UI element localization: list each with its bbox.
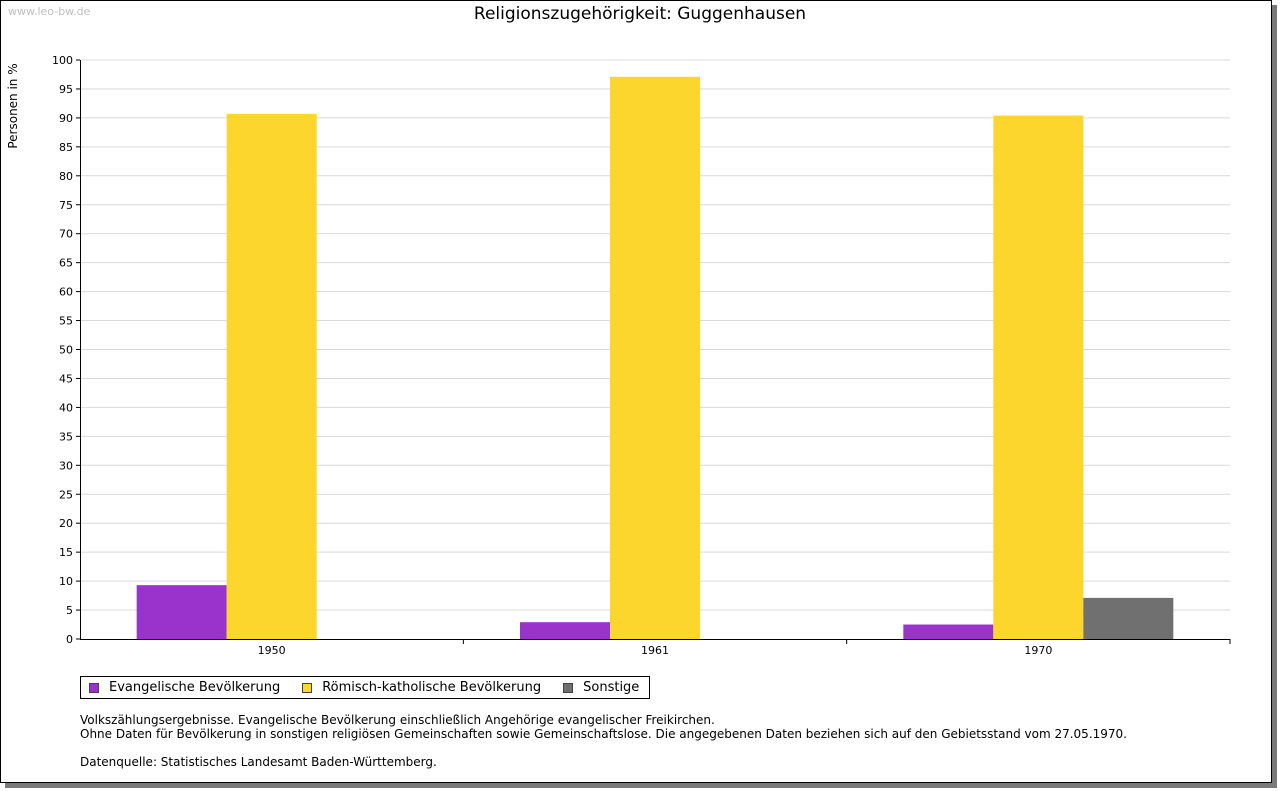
x-tick-label: 1950 <box>258 644 286 657</box>
y-tick-label: 100 <box>52 54 73 67</box>
bar-1970-1 <box>903 624 994 639</box>
y-tick-label: 0 <box>66 633 73 646</box>
y-tick-label: 10 <box>59 575 73 588</box>
axes <box>76 59 1231 644</box>
y-tick-label: 45 <box>59 372 73 385</box>
bar-1970-3 <box>1083 597 1174 639</box>
legend-item: Sonstige <box>563 680 639 695</box>
y-tick-label: 75 <box>59 199 73 212</box>
bars <box>136 76 1174 640</box>
bar-1970-2 <box>993 115 1084 640</box>
legend-swatch <box>302 682 313 693</box>
y-tick-label: 70 <box>59 228 73 241</box>
legend-swatch <box>89 682 99 693</box>
legend-label: Evangelische Bevölkerung <box>109 680 281 695</box>
legend-swatch <box>563 682 574 693</box>
y-tick-label: 50 <box>59 344 73 357</box>
legend-label: Sonstige <box>583 680 640 695</box>
y-tick-label: 80 <box>59 170 73 183</box>
y-tick-labels: 0 5 10 15 20 25 30 35 40 45 50 55 60 65 70 75 80 85 90 95 10… <box>52 54 73 646</box>
data-source: Datenquelle: Statistisches Landesamt Bad… <box>80 755 437 769</box>
bar-1961-2 <box>610 76 700 639</box>
legend: Evangelische Bevölkerung Römisch-katholis… <box>80 676 651 699</box>
legend-item: Römisch-katholische Bevölkerung <box>302 680 541 695</box>
note-line-1: Volkszählungsergebnisse. Evangelische Be… <box>80 713 715 727</box>
bar-1950-1 <box>136 585 227 639</box>
bar-1961-1 <box>520 622 610 639</box>
y-tick-label: 35 <box>59 430 73 443</box>
x-tick-label: 1970 <box>1024 644 1052 657</box>
legend-label: Römisch-katholische Bevölkerung <box>322 680 542 695</box>
y-tick-label: 15 <box>59 546 73 559</box>
y-tick-label: 95 <box>59 83 73 96</box>
chart-title: Religionszugehörigkeit: Guggenhausen <box>473 4 807 24</box>
x-tick-label: 1961 <box>641 644 669 657</box>
y-tick-label: 30 <box>59 459 73 472</box>
notes: Volkszählungsergebnisse. Evangelische Be… <box>80 713 1127 769</box>
note-line-2: Ohne Daten für Bevölkerung in sonstigen … <box>80 727 1127 741</box>
y-tick-label: 65 <box>59 257 73 270</box>
y-tick-label: 5 <box>66 604 73 617</box>
bar-1950-2 <box>226 113 317 640</box>
y-tick-label: 90 <box>59 112 73 125</box>
y-tick-label: 20 <box>59 517 73 530</box>
y-tick-label: 40 <box>59 401 73 414</box>
y-tick-label: 55 <box>59 315 73 328</box>
legend-item: Evangelische Bevölkerung <box>89 680 280 695</box>
x-tick-labels: 1950 1961 1970 <box>258 644 1053 657</box>
y-tick-label: 60 <box>59 286 73 299</box>
watermark: www.leo-bw.de <box>8 5 91 18</box>
y-tick-label: 25 <box>59 488 73 501</box>
y-tick-label: 85 <box>59 141 73 154</box>
